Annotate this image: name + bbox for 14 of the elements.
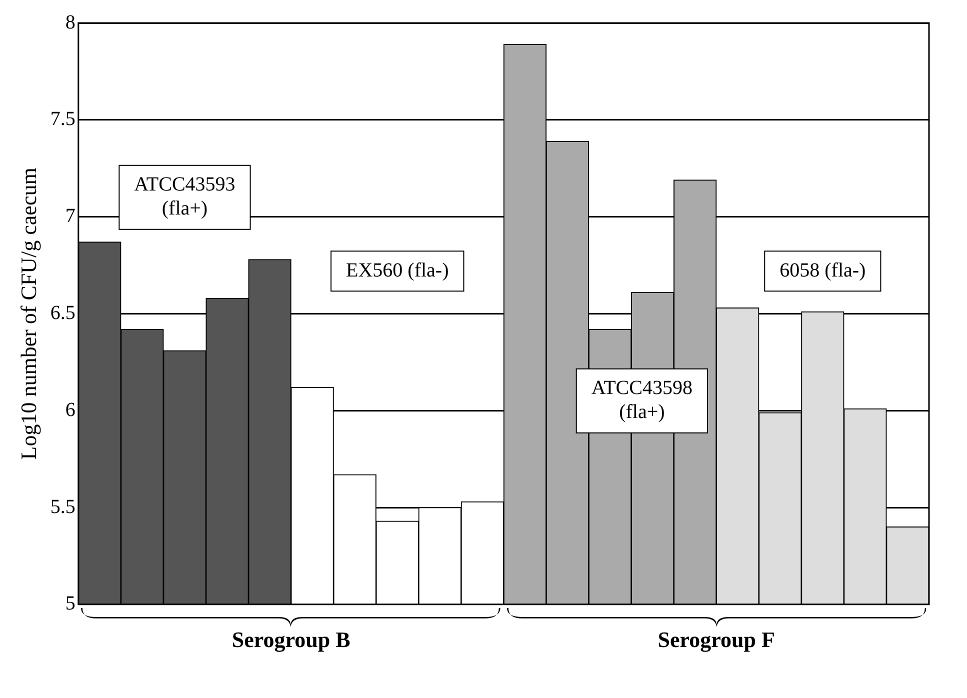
- y-tick-label: 8: [65, 11, 76, 34]
- annotation: 6058 (fla-): [780, 259, 866, 282]
- y-tick-label: 5.5: [50, 496, 76, 518]
- y-tick-label: 5: [65, 592, 76, 615]
- y-tick-label: 7.5: [50, 108, 76, 130]
- y-tick-label: 6: [65, 398, 76, 421]
- text: Serogroup F: [658, 627, 775, 652]
- text: Serogroup B: [232, 627, 351, 652]
- annotation: EX560 (fla-): [346, 259, 449, 282]
- annotation: ATCC43598 (fla+): [591, 377, 692, 424]
- annotation: ATCC43593 (fla+): [134, 174, 236, 220]
- y-tick-label: 7: [65, 205, 76, 228]
- y-axis-title: Log10 number of CFU/g caecum: [16, 168, 41, 460]
- y-tick-label: 6.5: [50, 302, 76, 324]
